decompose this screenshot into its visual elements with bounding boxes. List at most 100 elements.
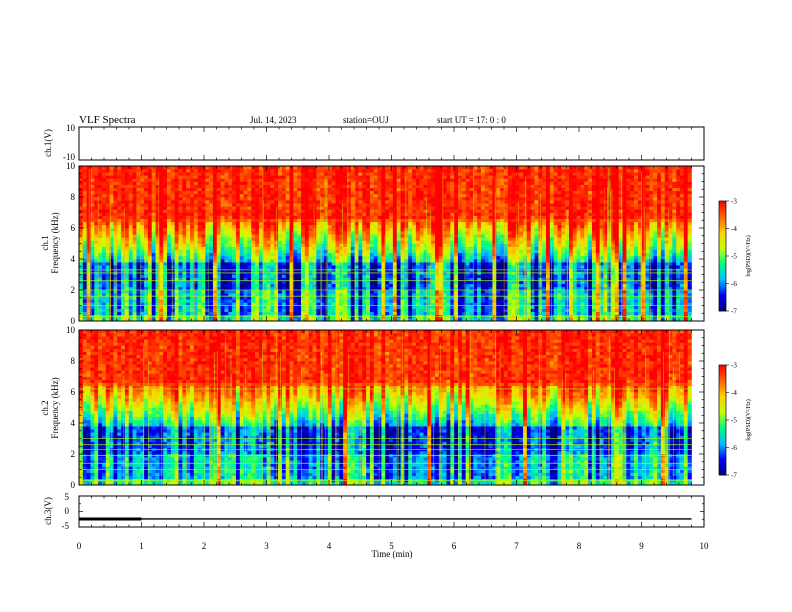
ch1-spectrogram-cell [278,317,283,322]
ch1-spectrogram-cell [243,224,248,229]
ch1-spectrogram-cell [427,228,432,232]
ch1-spectrogram-cell [132,262,137,266]
ch1-spectrogram-cell [136,203,141,207]
ch1-spectrogram-cell [404,302,409,306]
ch1-spectrogram-cell [255,166,260,170]
ch1-spectrogram-cell [121,274,126,278]
ch1-spectrogram-cell [190,169,195,173]
ch1-spectrogram-cell [94,317,99,322]
ch1-spectrogram-cell [167,193,172,198]
ch1-spectrogram-cell [258,193,264,198]
ch1-spectrogram-cell [109,296,114,300]
ch1-spectrogram-cell [408,181,413,185]
ch1-spectrogram-cell [297,218,302,223]
ch1-spectrogram-cell [201,283,206,288]
ch1-spectrogram-cell [239,305,244,309]
ch1-spectrogram-cell [408,308,413,312]
ch1-spectrogram-cell [101,200,107,204]
ch1-spectrogram-cell [232,249,237,254]
ch1-spectrogram-cell [281,178,287,182]
ch1-spectrogram-cell [274,181,279,185]
ch1-spectrogram-cell [232,166,237,170]
ch1-spectrogram-cell [124,293,130,297]
ch1-spectrogram-cell [343,193,348,198]
ch1-spectrogram-cell [140,197,145,201]
ch1-spectrogram-cell [174,184,179,188]
ch1-spectrogram-cell [117,317,122,322]
ch1-spectrogram-cell [369,212,375,216]
ch1-spectrogram-cell [163,215,168,219]
ch1-spectrogram-cell [412,277,417,281]
ch1-spectrogram-cell [366,231,371,235]
ch1-spectrogram-cell [101,274,107,278]
ch1-spectrogram-cell [94,243,99,247]
ch1-spectrogram-cell [216,249,221,254]
ch1-spectrogram-cell [446,240,451,244]
ch1-spectrogram-cell [308,280,313,285]
ch1-spectrogram-cell [90,277,95,281]
ch1-spectrogram-cell [205,175,210,179]
ch1-spectrogram-cell [205,166,210,170]
ch1-spectrogram-cell [385,246,390,250]
ch1-spectrogram-cell [86,197,91,201]
ch1-spectrogram-cell [274,175,279,179]
ch1-spectrogram-cell [442,286,447,291]
ch1-spectrogram-cell [170,299,176,303]
ch1-spectrogram-cell [151,224,156,229]
ch1-spectrogram-cell [117,243,122,247]
ch1-spectrogram-cell [105,317,110,322]
ch1-spectrogram-cell [167,308,172,312]
ch1-spectrogram-cell [320,308,325,312]
ch1-spectrogram-cell [301,221,306,226]
ch1-spectrogram-cell [369,249,375,254]
ch1-spectrogram-cell [312,296,317,300]
ch1-spectrogram-cell [450,302,455,306]
ch1-spectrogram-cell [190,280,195,285]
ch1-spectrogram-cell [354,218,359,223]
ch1-spectrogram-cell [209,286,214,291]
ch1-spectrogram-cell [450,228,455,232]
ch1-spectrogram-cell [412,231,417,235]
ch1-spectrogram-cell [159,277,164,281]
ch1-spectrogram-cell [450,293,455,297]
ch1-spectrogram-cell [346,305,352,309]
ch1-spectrogram-cell [377,302,382,306]
ch1-spectrogram-cell [159,175,164,179]
ch1-spectrogram-cell [212,299,218,303]
ch1-spectrogram-cell [316,224,321,229]
ch1-spectrogram-cell [435,302,440,306]
ch1-spectrogram-cell [101,277,107,281]
ch1-spectrogram-cell [205,246,210,250]
ch1-spectrogram-cell [415,255,421,260]
ch1-spectrogram-cell [339,252,344,257]
ch1-spectrogram-cell [366,259,371,263]
ch1-spectrogram-cell [293,193,298,198]
ch1-spectrogram-cell [301,237,306,241]
ch1-spectrogram-cell [94,203,99,207]
ch1-spectrogram-cell [262,296,267,300]
ch1-spectrogram-cell [159,259,164,263]
ch1-spectrogram-cell [297,296,302,300]
ch1-spectrogram-cell [297,299,302,303]
ch1-spectrogram-cell [331,193,336,198]
ch1-spectrogram-cell [377,181,382,185]
ch1-spectrogram-cell [438,206,443,210]
ch1-spectrogram-cell [262,262,267,266]
ch1-spectrogram-cell [79,215,84,219]
ch1-spectrogram-cell [86,283,91,288]
ch1-spectrogram-cell [412,197,417,201]
ch1-spectrogram-cell [301,228,306,232]
ch1-spectrogram-cell [190,190,195,195]
ch1-spectrogram-cell [178,200,183,204]
ch1-spectrogram-cell [301,274,306,278]
ch1-spectrogram-cell [224,252,229,257]
ch1-spectrogram-cell [94,228,99,232]
ch1-spectrogram-cell [170,283,176,288]
ch1-spectrogram-cell [373,243,378,247]
ch1-spectrogram-cell [243,187,248,192]
ch1-spectrogram-cell [415,203,421,207]
ch1-spectrogram-cell [209,184,214,188]
ch1-spectrogram-cell [358,212,363,216]
ch1-spectrogram-cell [362,215,367,219]
ch1-spectrogram-cell [163,178,168,182]
